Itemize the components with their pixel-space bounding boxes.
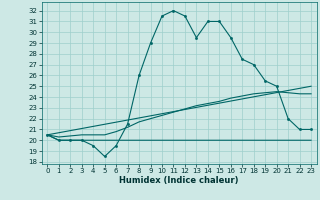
X-axis label: Humidex (Indice chaleur): Humidex (Indice chaleur) xyxy=(119,176,239,185)
